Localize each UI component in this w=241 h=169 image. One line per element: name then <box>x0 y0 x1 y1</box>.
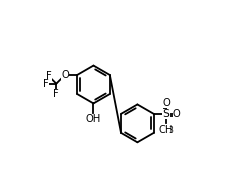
Text: CH: CH <box>159 125 173 135</box>
Text: 3: 3 <box>169 126 174 136</box>
Text: O: O <box>173 109 181 119</box>
Text: O: O <box>162 98 170 108</box>
Text: S: S <box>162 109 169 119</box>
Text: OH: OH <box>86 114 101 124</box>
Text: F: F <box>46 71 52 81</box>
Text: F: F <box>54 89 59 99</box>
Text: F: F <box>43 79 49 89</box>
Text: O: O <box>61 70 69 80</box>
